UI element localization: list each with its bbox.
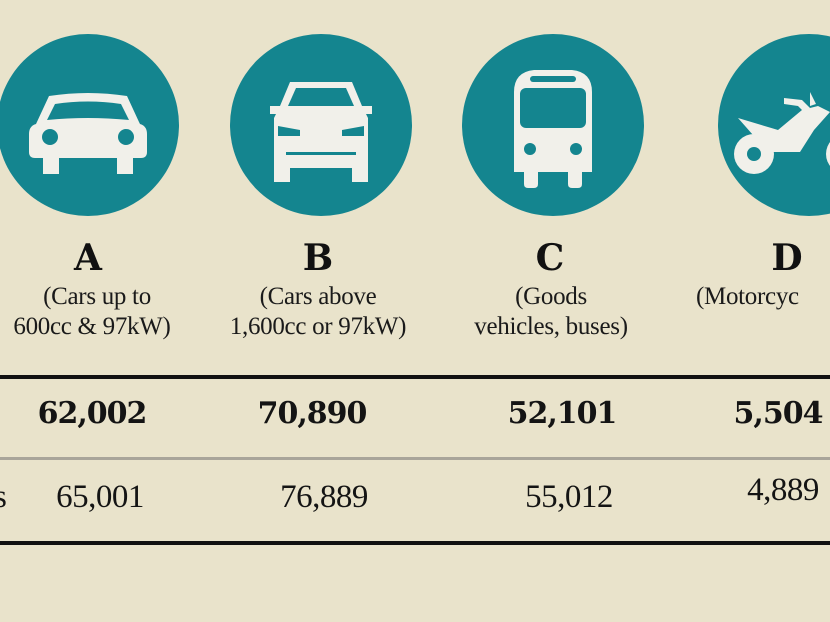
- bus-icon: [514, 70, 592, 188]
- premium-previous-b: 76,889: [280, 479, 368, 515]
- premium-current-a: 62,002: [37, 396, 148, 431]
- table-bottom-rule: [0, 541, 830, 545]
- category-d-icon-circle: [718, 34, 830, 216]
- premium-previous-a: 65,001: [56, 479, 144, 515]
- category-a-description-line2: 600cc & 97kW): [13, 313, 171, 340]
- car-large-icon: [270, 82, 372, 182]
- car-compact-icon: [29, 93, 147, 174]
- category-a-description: (Cars up to 600cc & 97kW): [0, 282, 227, 342]
- premium-current-d: 5,504: [733, 396, 824, 431]
- premium-previous-c: 55,012: [525, 479, 613, 515]
- category-b-icon-circle: [230, 34, 412, 216]
- category-c-description-line1: (Goods: [515, 283, 587, 310]
- category-c-icon-circle: [462, 34, 644, 216]
- category-a-description-line1: (Cars up to: [43, 283, 151, 310]
- row-label-previous-fragment: s: [0, 479, 7, 515]
- category-d-description-line1: (Motorcyc: [696, 283, 799, 310]
- category-d-description: (Motorcyc: [696, 282, 830, 312]
- motorcycle-icon: [734, 92, 830, 174]
- table-row-divider: [0, 457, 830, 460]
- category-b-description: (Cars above 1,600cc or 97kW): [188, 282, 448, 342]
- category-b-description-line1: (Cars above: [259, 283, 377, 310]
- category-a-icon-circle: [0, 34, 179, 216]
- category-c-letter: C: [535, 237, 565, 279]
- category-c-description: (Goods vehicles, buses): [421, 282, 681, 342]
- category-d-letter: D: [771, 237, 803, 279]
- premium-current-c: 52,101: [507, 396, 618, 431]
- premium-current-b: 70,890: [257, 396, 368, 431]
- table-top-rule: [0, 375, 830, 379]
- category-a-letter: A: [74, 237, 102, 279]
- category-b-description-line2: 1,600cc or 97kW): [229, 313, 407, 340]
- category-b-letter: B: [302, 237, 334, 279]
- premium-previous-d: 4,889: [747, 472, 819, 508]
- category-c-description-line2: vehicles, buses): [474, 313, 628, 340]
